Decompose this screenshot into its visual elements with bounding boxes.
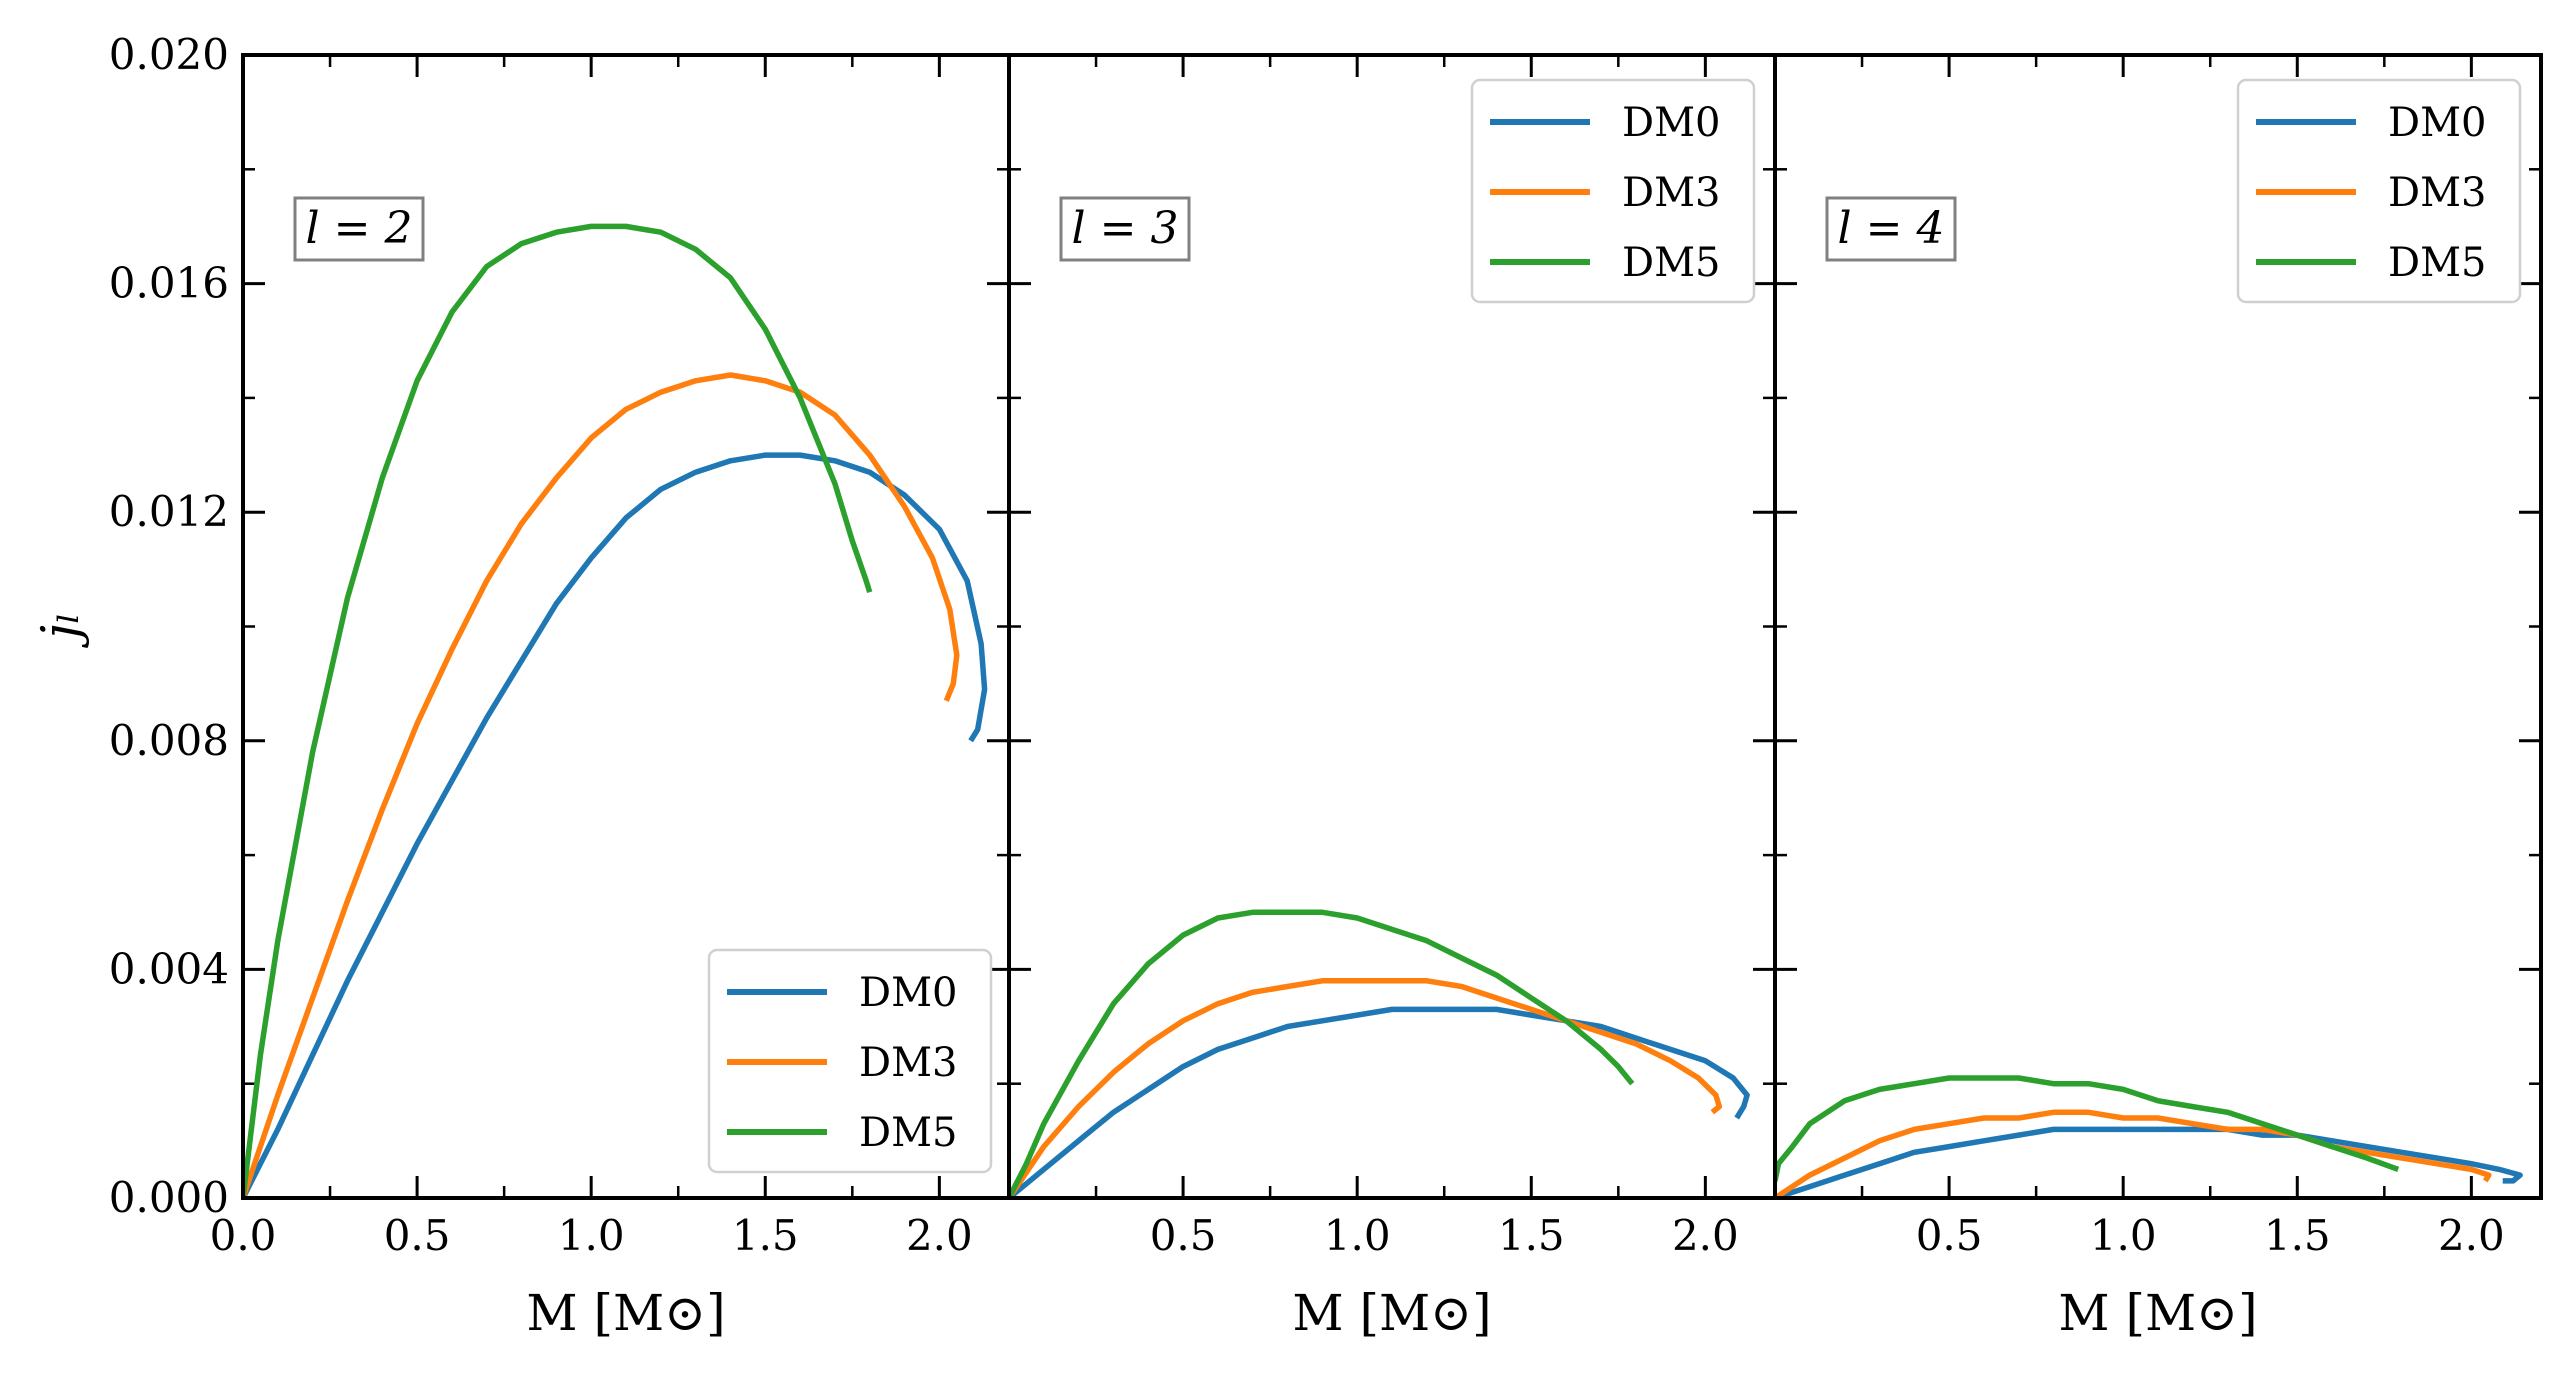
series-line-dm5 <box>1009 909 1635 1198</box>
series-line-dm3 <box>243 372 960 1198</box>
x-tick-label: 0.0 <box>210 1211 277 1260</box>
x-tick-label: 0.5 <box>1916 1211 1983 1260</box>
series-line-dm0 <box>1775 1126 2523 1198</box>
panel-frame <box>1773 53 2543 1200</box>
x-tick-label: 1.5 <box>2264 1211 2331 1260</box>
series-line-dm0 <box>1009 1006 1750 1198</box>
x-axis-label: M [M⊙] <box>526 1284 725 1342</box>
x-tick-label: 2.0 <box>2438 1211 2505 1260</box>
x-tick-label: 1.5 <box>1498 1211 1565 1260</box>
legend-box <box>2236 78 2522 304</box>
x-tick-label: 1.5 <box>732 1211 799 1260</box>
x-tick-label: 2.0 <box>1672 1211 1739 1260</box>
x-tick-label: 0.5 <box>1150 1211 1217 1260</box>
legend-label-dm5: DM5 <box>1622 240 1720 286</box>
series-line-dm3 <box>1775 1109 2492 1198</box>
legend-label-dm5: DM5 <box>2388 240 2486 286</box>
panel-2: 0.5 1.0 1.5 2.0 l = 3 DM0 DM3 DM5 M [M⊙] <box>1007 53 1777 1342</box>
x-axis-label: M [M⊙] <box>2058 1284 2257 1342</box>
series-line-dm0 <box>243 452 988 1198</box>
series-line-dm5 <box>243 223 873 1198</box>
legend-label-dm5: DM5 <box>859 1110 957 1156</box>
legend-box <box>707 948 993 1174</box>
panel-tag: l = 4 <box>1838 203 1945 254</box>
legend-label-dm3: DM3 <box>1622 170 1720 216</box>
x-axis-label: M [M⊙] <box>1292 1284 1491 1342</box>
panel-tag-box <box>1825 196 1957 262</box>
x-tick-label: 1.0 <box>558 1211 625 1260</box>
y-tick-label: 0.004 <box>109 944 229 993</box>
panel-tag: l = 2 <box>306 203 413 254</box>
legend-label-dm0: DM0 <box>859 970 957 1016</box>
panel-tag-box <box>293 196 425 262</box>
x-tick-label: 1.0 <box>2090 1211 2157 1260</box>
legend-label-dm0: DM0 <box>2388 100 2486 146</box>
x-tick-label: 2.0 <box>906 1211 973 1260</box>
series-line-dm5 <box>1775 1075 2400 1182</box>
panel-tag: l = 3 <box>1072 203 1179 254</box>
y-tick-label: 0.012 <box>109 487 229 536</box>
series-line-dm3 <box>1009 978 1723 1198</box>
panel-tag-box <box>1059 196 1191 262</box>
y-tick-label: 0.008 <box>109 716 229 765</box>
y-tick-label: 0.020 <box>109 30 229 79</box>
legend-label-dm3: DM3 <box>859 1040 957 1086</box>
x-tick-label: 1.0 <box>1324 1211 1391 1260</box>
panel-3: 0.5 1.0 1.5 2.0 l = 4 DM0 DM3 DM5 M [M⊙] <box>1773 53 2543 1342</box>
legend-label-dm0: DM0 <box>1622 100 1720 146</box>
y-tick-label: 0.016 <box>109 259 229 308</box>
legend-box <box>1470 78 1756 304</box>
legend-label-dm3: DM3 <box>2388 170 2486 216</box>
x-tick-label: 0.5 <box>384 1211 451 1260</box>
y-tick-label: 0.000 <box>109 1173 229 1222</box>
y-axis-label: j̇ₗ <box>32 612 90 649</box>
panel-1: 0.0 0.5 1.0 1.5 2.0 0.000 0.004 0.008 0.012 0.016… <box>32 30 1011 1342</box>
